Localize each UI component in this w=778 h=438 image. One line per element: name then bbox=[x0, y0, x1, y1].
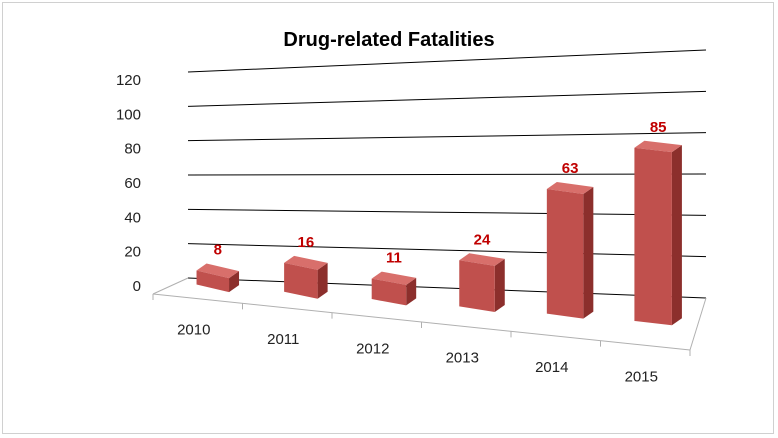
gridline bbox=[187, 173, 707, 176]
y-tick-label: 80 bbox=[124, 141, 141, 158]
y-axis-ticks: 0 20 40 60 80 100 120 bbox=[116, 72, 141, 295]
y-tick-label: 120 bbox=[116, 72, 141, 89]
bar bbox=[284, 255, 328, 299]
gridline bbox=[187, 90, 707, 107]
bars bbox=[196, 140, 682, 326]
data-label: 63 bbox=[562, 160, 579, 177]
chart-floor bbox=[152, 277, 707, 351]
y-tick-label: 60 bbox=[124, 175, 141, 192]
bar-top-face bbox=[459, 253, 505, 266]
bar bbox=[634, 140, 682, 326]
x-tick-label: 2012 bbox=[356, 340, 389, 357]
bar-side-face bbox=[229, 271, 240, 293]
gridline bbox=[187, 277, 707, 299]
bar-side-face bbox=[406, 277, 417, 306]
bar-front-face bbox=[546, 188, 584, 319]
data-label: 85 bbox=[650, 119, 667, 136]
bar-front-face bbox=[284, 262, 318, 299]
x-tick-label: 2011 bbox=[267, 331, 299, 348]
y-tick-label: 100 bbox=[116, 106, 141, 123]
bar-side-face bbox=[317, 262, 328, 299]
x-tick-label: 2015 bbox=[625, 368, 658, 385]
y-tick-label: 0 bbox=[133, 278, 141, 295]
bar-side-face bbox=[583, 186, 594, 319]
bar-front-face bbox=[634, 147, 672, 326]
gridline bbox=[187, 243, 707, 258]
bar bbox=[546, 181, 594, 319]
bar-top-face bbox=[371, 271, 417, 285]
bar bbox=[459, 253, 505, 313]
x-axis-ticks: 2010 2011 2012 2013 2014 2015 bbox=[152, 294, 691, 385]
gridline bbox=[187, 208, 707, 216]
x-tick-label: 2013 bbox=[446, 350, 479, 367]
gridlines bbox=[187, 49, 707, 299]
data-label: 24 bbox=[474, 231, 491, 248]
gridline bbox=[187, 49, 707, 73]
bar-top-face bbox=[196, 263, 240, 279]
floor-left-edge bbox=[152, 277, 189, 295]
bar-top-face bbox=[634, 140, 682, 153]
x-tick-label: 2014 bbox=[535, 359, 568, 376]
y-tick-label: 40 bbox=[124, 209, 141, 226]
bar-front-face bbox=[459, 260, 495, 313]
y-tick-label: 20 bbox=[124, 244, 141, 261]
bar-top-face bbox=[546, 181, 594, 194]
bar-side-face bbox=[671, 145, 682, 326]
bar bbox=[371, 271, 417, 306]
data-label: 16 bbox=[298, 234, 315, 251]
bar-front-face bbox=[371, 278, 407, 306]
chart-title: Drug-related Fatalities bbox=[283, 29, 495, 51]
data-label: 11 bbox=[386, 250, 402, 267]
bar bbox=[196, 263, 240, 293]
gridline bbox=[187, 132, 707, 142]
bar-side-face bbox=[494, 258, 505, 313]
bar-top-face bbox=[284, 255, 328, 270]
x-tick-label: 2010 bbox=[177, 322, 210, 339]
floor-right-edge bbox=[689, 297, 707, 351]
data-label: 8 bbox=[214, 241, 222, 258]
data-labels: 8 16 11 24 63 85 bbox=[214, 119, 667, 267]
bar-front-face bbox=[196, 270, 230, 293]
